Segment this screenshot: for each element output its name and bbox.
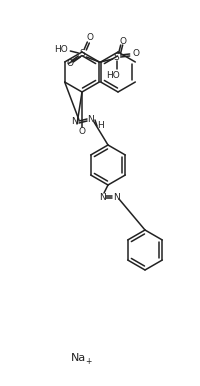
Text: O: O [67, 59, 74, 68]
Text: +: + [85, 357, 91, 366]
Text: Na: Na [70, 353, 86, 363]
Text: S: S [79, 49, 85, 59]
Text: S: S [114, 52, 120, 61]
Text: O: O [119, 37, 126, 46]
Text: N: N [99, 193, 105, 201]
Text: O: O [87, 34, 94, 42]
Text: N: N [72, 117, 78, 127]
Text: O: O [78, 127, 86, 137]
Text: O: O [133, 49, 140, 58]
Text: N: N [113, 193, 119, 201]
Text: HO: HO [106, 71, 120, 80]
Text: N: N [88, 115, 94, 125]
Text: H: H [97, 122, 103, 130]
Text: HO: HO [55, 46, 68, 54]
